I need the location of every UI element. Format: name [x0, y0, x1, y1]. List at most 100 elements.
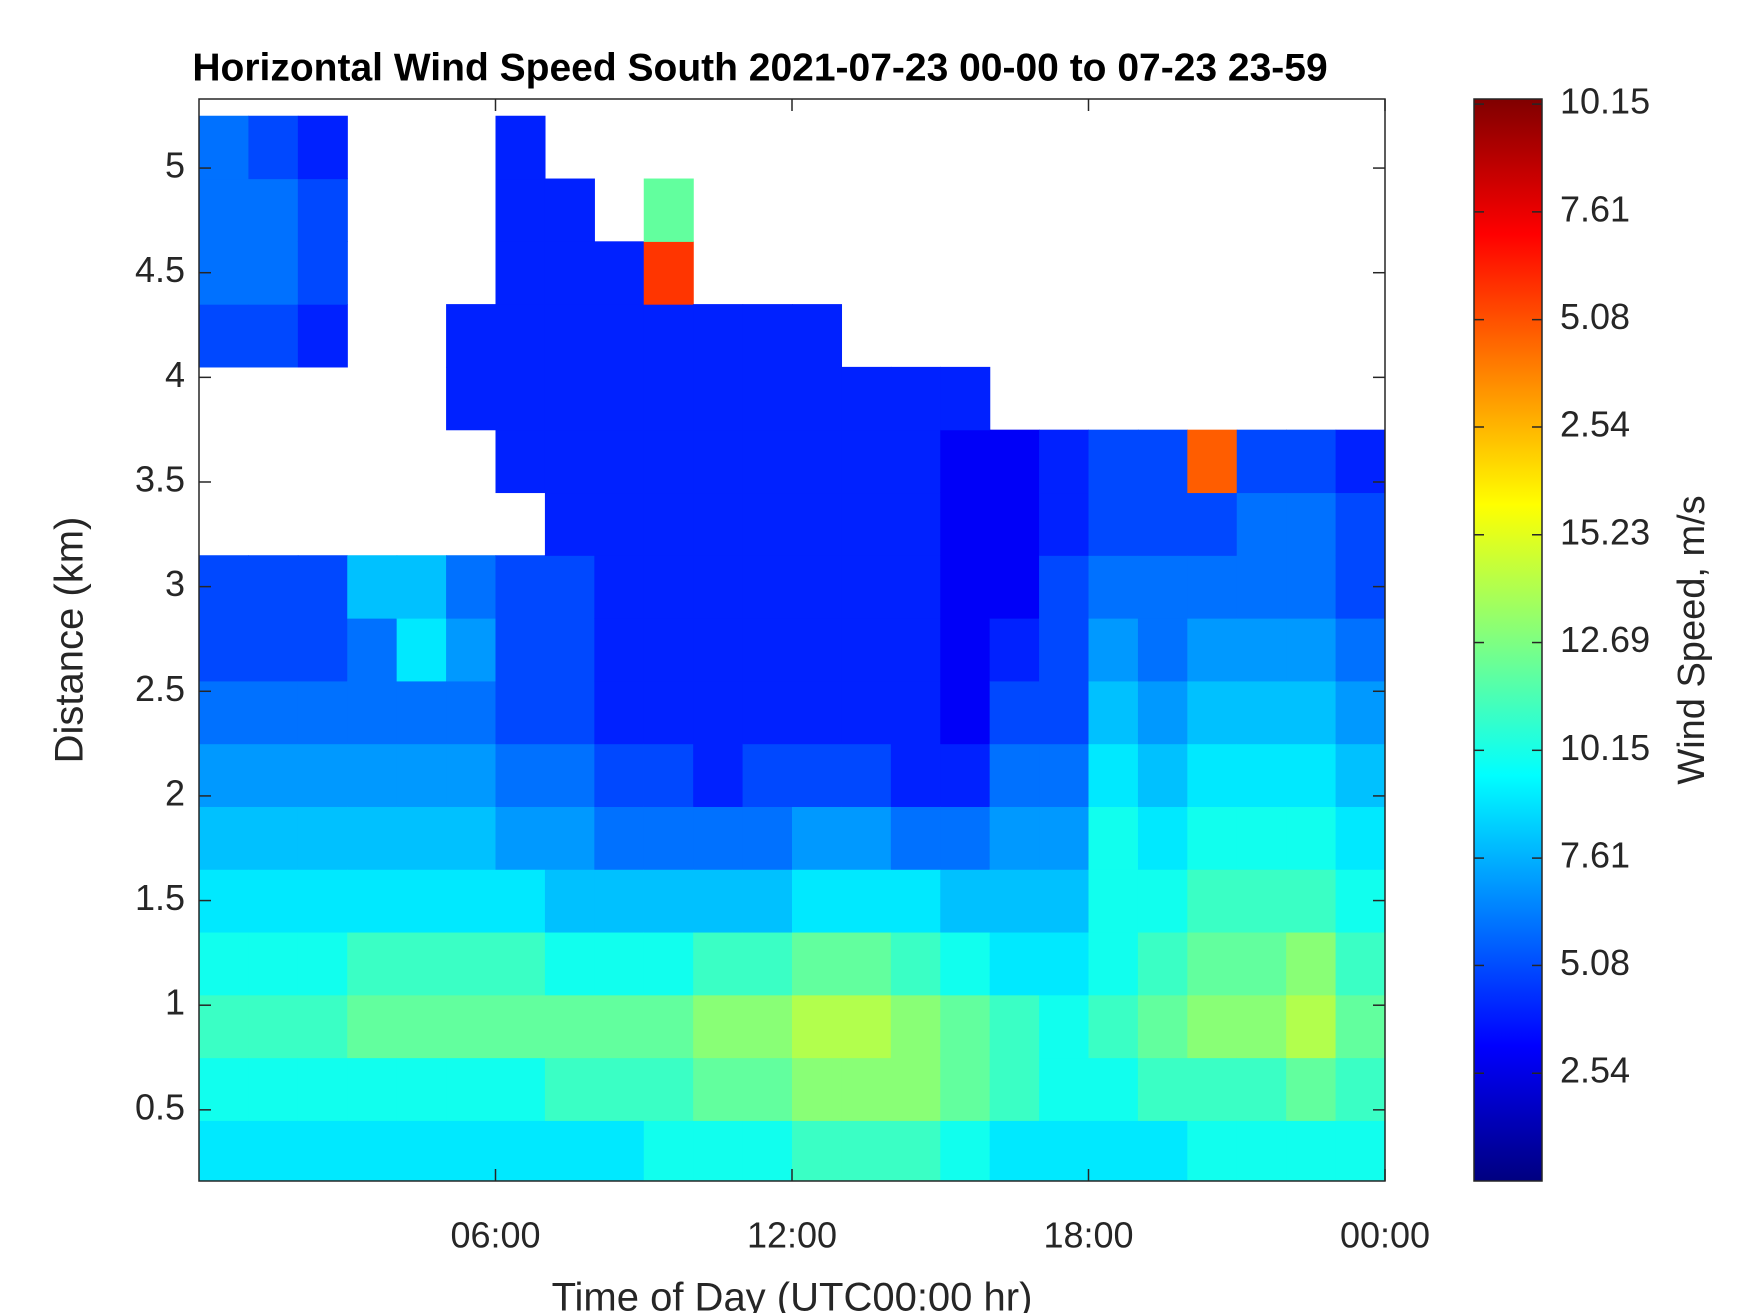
heatmap-cell [594, 869, 645, 933]
heatmap-cell [1286, 429, 1337, 494]
heatmap-cell [792, 1120, 843, 1181]
heatmap-cell [742, 555, 793, 619]
heatmap-cell [297, 1120, 348, 1181]
heatmap-cell [495, 178, 546, 242]
heatmap-cell [643, 680, 694, 745]
heatmap-cell [1039, 1057, 1090, 1121]
heatmap-cell [1088, 429, 1139, 494]
heatmap-cell [1088, 618, 1139, 682]
heatmap-cell [248, 115, 299, 180]
heatmap-cell [1088, 1057, 1139, 1121]
heatmap-cell [594, 994, 645, 1059]
heatmap-cell [643, 555, 694, 619]
colorbar-tick-label: 5.08 [1560, 296, 1630, 337]
heatmap-cell [248, 743, 299, 807]
heatmap-cell [544, 555, 595, 619]
heatmap-cell [643, 1120, 694, 1181]
heatmap-cell [1039, 994, 1090, 1059]
heatmap-cell [1236, 429, 1287, 494]
heatmap-cell [199, 1120, 250, 1181]
y-tick-label: 2.5 [135, 668, 185, 709]
heatmap-cell [1088, 1120, 1139, 1181]
heatmap-cell [396, 994, 447, 1059]
heatmap-cell [693, 869, 744, 933]
heatmap-cell [297, 618, 348, 682]
heatmap-cell [544, 743, 595, 807]
heatmap-cell [1039, 869, 1090, 933]
heatmap-cell [940, 1120, 991, 1181]
heatmap-cell [1236, 994, 1287, 1059]
heatmap-cell [742, 680, 793, 745]
heatmap-cell [594, 931, 645, 996]
heatmap-cell [1286, 1120, 1337, 1181]
heatmap-cell [1088, 869, 1139, 933]
heatmap-cell [248, 806, 299, 870]
heatmap-cell [594, 241, 645, 305]
heatmap-cell [1286, 1057, 1337, 1121]
heatmap-cell [693, 429, 744, 494]
heatmap-cell [1137, 869, 1188, 933]
heatmap-cell [297, 304, 348, 368]
heatmap-cell [1236, 492, 1287, 556]
colorbar [1473, 98, 1543, 1182]
heatmap-cell [1187, 1057, 1238, 1121]
heatmap-cell [989, 994, 1040, 1059]
heatmap-cell [1039, 806, 1090, 870]
heatmap-cell [1137, 492, 1188, 556]
heatmap-cell [248, 555, 299, 619]
heatmap-cell [1137, 1120, 1188, 1181]
heatmap-cell [742, 1057, 793, 1121]
colorbar-tick-label: 7.61 [1560, 188, 1630, 229]
heatmap-cell [396, 680, 447, 745]
heatmap-cell [1187, 555, 1238, 619]
heatmap-cell [446, 869, 497, 933]
heatmap-cell [199, 178, 250, 242]
heatmap-cell [1187, 429, 1238, 494]
heatmap-cell [989, 931, 1040, 996]
heatmap-cell [199, 806, 250, 870]
heatmap-cell [742, 743, 793, 807]
heatmap-cell [1236, 743, 1287, 807]
heatmap-cell [792, 618, 843, 682]
heatmap-cell [742, 304, 793, 368]
heatmap-cell [890, 931, 941, 996]
heatmap-cell [297, 115, 348, 180]
heatmap-cell [1286, 869, 1337, 933]
heatmap-cell [297, 869, 348, 933]
heatmap-cell [841, 429, 892, 494]
heatmap-cell [1335, 680, 1385, 745]
heatmap-cell [446, 806, 497, 870]
heatmap-cell [890, 429, 941, 494]
heatmap-cell [643, 931, 694, 996]
heatmap-cell [890, 366, 941, 431]
heatmap-cell [693, 618, 744, 682]
heatmap-cell [643, 618, 694, 682]
heatmap [199, 115, 1385, 1181]
heatmap-cell [199, 1057, 250, 1121]
heatmap-cell [1039, 743, 1090, 807]
colorbar-tick-label: 10.15 [1560, 81, 1650, 122]
heatmap-cell [495, 429, 546, 494]
heatmap-cell [792, 931, 843, 996]
heatmap-cell [693, 492, 744, 556]
heatmap-cell [1137, 618, 1188, 682]
heatmap-cell [841, 1120, 892, 1181]
heatmap-cell [693, 680, 744, 745]
heatmap-cell [742, 366, 793, 431]
heatmap-cell [693, 1057, 744, 1121]
heatmap-cell [1286, 492, 1337, 556]
heatmap-cell [1236, 618, 1287, 682]
heatmap-cell [1187, 743, 1238, 807]
heatmap-cell [1088, 931, 1139, 996]
heatmap-cell [841, 931, 892, 996]
heatmap-cell [742, 869, 793, 933]
heatmap-cell [248, 178, 299, 242]
heatmap-cell [1137, 1057, 1188, 1121]
heatmap-cell [1187, 492, 1238, 556]
heatmap-cell [643, 492, 694, 556]
heatmap-cell [495, 931, 546, 996]
heatmap-cell [1137, 743, 1188, 807]
heatmap-cell [890, 1057, 941, 1121]
heatmap-cell [495, 241, 546, 305]
